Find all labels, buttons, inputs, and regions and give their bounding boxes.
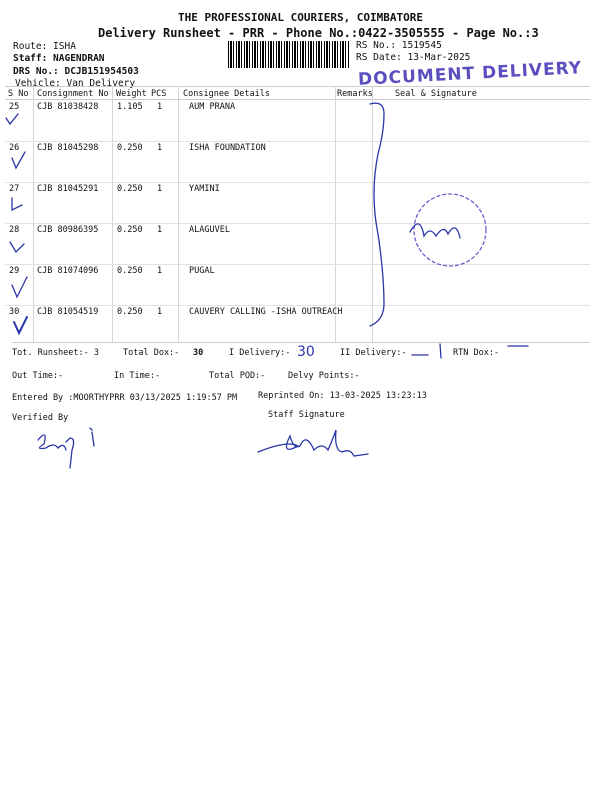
- table-row: 25 CJB 81038428 1.105 1 AUM PRANA: [0, 102, 600, 143]
- row-divider: [5, 223, 590, 224]
- cell-consignee: CAUVERY CALLING -ISHA OUTREACH: [189, 307, 343, 317]
- staff: Staff: NAGENDRAN: [13, 53, 105, 64]
- verified-by: Verified By: [12, 413, 69, 423]
- cell-consignee: YAMINI: [189, 184, 220, 194]
- cell-sno: 25: [9, 102, 20, 112]
- cell-weight: 0.250: [117, 143, 143, 153]
- row-divider: [5, 264, 590, 265]
- company-seal-icon: [413, 193, 487, 267]
- col-divider: [372, 86, 373, 342]
- checkmark-icon: [11, 197, 23, 212]
- cell-consignment: CJB 80986395: [37, 225, 99, 235]
- entered-by: Entered By :MOORTHYPRR 03/13/2025 1:19:5…: [12, 393, 238, 403]
- row-divider: [5, 182, 590, 183]
- row-divider: [5, 141, 590, 142]
- cell-consignee: AUM PRANA: [189, 102, 236, 112]
- cell-sno: 27: [9, 184, 20, 194]
- rs-date: RS Date: 13-Mar-2025: [356, 52, 471, 63]
- total-dox-label: Total Dox:-: [123, 348, 180, 358]
- col-header-weight: Weight: [116, 89, 147, 99]
- vehicle: Vehicle: Van Delivery: [15, 78, 136, 89]
- reprinted-on: Reprinted On: 13-03-2025 13:23:13: [258, 391, 427, 401]
- col-header-consignment: Consignment No: [37, 89, 109, 99]
- cell-consignee: ALAGUVEL: [189, 225, 230, 235]
- checkmark-icon: [11, 151, 26, 170]
- table-header-rule: [5, 99, 590, 100]
- cell-sno: 29: [9, 266, 20, 276]
- checkmark-icon: [13, 316, 28, 336]
- cell-weight: 0.250: [117, 184, 143, 194]
- rtn-dox-label: RTN Dox:-: [453, 348, 500, 358]
- col-divider: [112, 86, 113, 342]
- row-divider: [5, 305, 590, 306]
- col-divider: [33, 86, 34, 342]
- table-row: 26 CJB 81045298 0.250 1 ISHA FOUNDATION: [0, 143, 600, 184]
- cell-pcs: 1: [157, 307, 163, 317]
- delivery-points: Delvy Points:-: [288, 371, 360, 381]
- drs-number: DRS No.: DCJB151954503: [13, 66, 139, 77]
- col-divider: [335, 86, 336, 342]
- cell-weight: 1.105: [117, 102, 143, 112]
- table-bottom-rule: [12, 342, 590, 343]
- total-dox-value: 30: [193, 348, 204, 358]
- table-row: 30 CJB 81054519 0.250 1 CAUVERY CALLING -ISH…: [0, 307, 600, 348]
- out-time: Out Time:-: [12, 371, 64, 381]
- total-pod: Total POD:-: [209, 371, 266, 381]
- cell-sno: 30: [9, 307, 20, 317]
- total-runsheet: Tot. Runsheet:- 3: [12, 348, 99, 358]
- company-name: THE PROFESSIONAL COURIERS, COIMBATORE: [178, 11, 424, 24]
- cell-consignment: CJB 81038428: [37, 102, 99, 112]
- cell-weight: 0.250: [117, 266, 143, 276]
- table-row: 28 CJB 80986395 0.250 1 ALAGUVEL: [0, 225, 600, 266]
- cell-pcs: 1: [157, 184, 163, 194]
- verified-by-signature: [37, 427, 95, 469]
- i-delivery-label: I Delivery:-: [229, 348, 291, 358]
- col-header-sno: S No: [8, 89, 29, 99]
- staff-signature: [257, 429, 369, 457]
- checkmark-icon: [5, 113, 19, 126]
- seal-signature: [409, 223, 461, 239]
- col-divider: [178, 86, 179, 342]
- cell-pcs: 1: [157, 225, 163, 235]
- cell-pcs: 1: [157, 102, 163, 112]
- cell-weight: 0.250: [117, 307, 143, 317]
- checkmark-icon: [11, 276, 28, 299]
- table-row: 29 CJB 81074096 0.250 1 PUGAL: [0, 266, 600, 307]
- cell-consignment: CJB 81074096: [37, 266, 99, 276]
- table-row: 27 CJB 81045291 0.250 1 YAMINI: [0, 184, 600, 225]
- cell-consignment: CJB 81045291: [37, 184, 99, 194]
- cell-pcs: 1: [157, 266, 163, 276]
- cell-consignment: CJB 81054519: [37, 307, 99, 317]
- table-top-rule: [5, 86, 590, 87]
- checkmark-icon: [9, 241, 25, 254]
- cell-sno: 26: [9, 143, 20, 153]
- rs-number: RS No.: 1519545: [356, 40, 442, 51]
- col-header-consignee: Consignee Details: [183, 89, 270, 99]
- barcode: [228, 41, 350, 68]
- cell-consignee: ISHA FOUNDATION: [189, 143, 266, 153]
- runsheet-title: Delivery Runsheet - PRR - Phone No.:0422…: [98, 26, 539, 40]
- i-delivery-handwritten: 30: [297, 344, 315, 360]
- cell-sno: 28: [9, 225, 20, 235]
- staff-signature-label: Staff Signature: [268, 410, 345, 420]
- cell-consignment: CJB 81045298: [37, 143, 99, 153]
- handwritten-dashes: [411, 343, 529, 359]
- col-header-pcs: PCS: [151, 89, 167, 99]
- col-header-remarks: Remarks: [337, 89, 373, 99]
- col-header-seal: Seal & Signature: [395, 89, 477, 99]
- cell-consignee: PUGAL: [189, 266, 215, 276]
- route: Route: ISHA: [13, 41, 76, 52]
- remarks-bracket: [369, 102, 385, 327]
- cell-weight: 0.250: [117, 225, 143, 235]
- in-time: In Time:-: [114, 371, 161, 381]
- cell-pcs: 1: [157, 143, 163, 153]
- ii-delivery-label: II Delivery:-: [340, 348, 407, 358]
